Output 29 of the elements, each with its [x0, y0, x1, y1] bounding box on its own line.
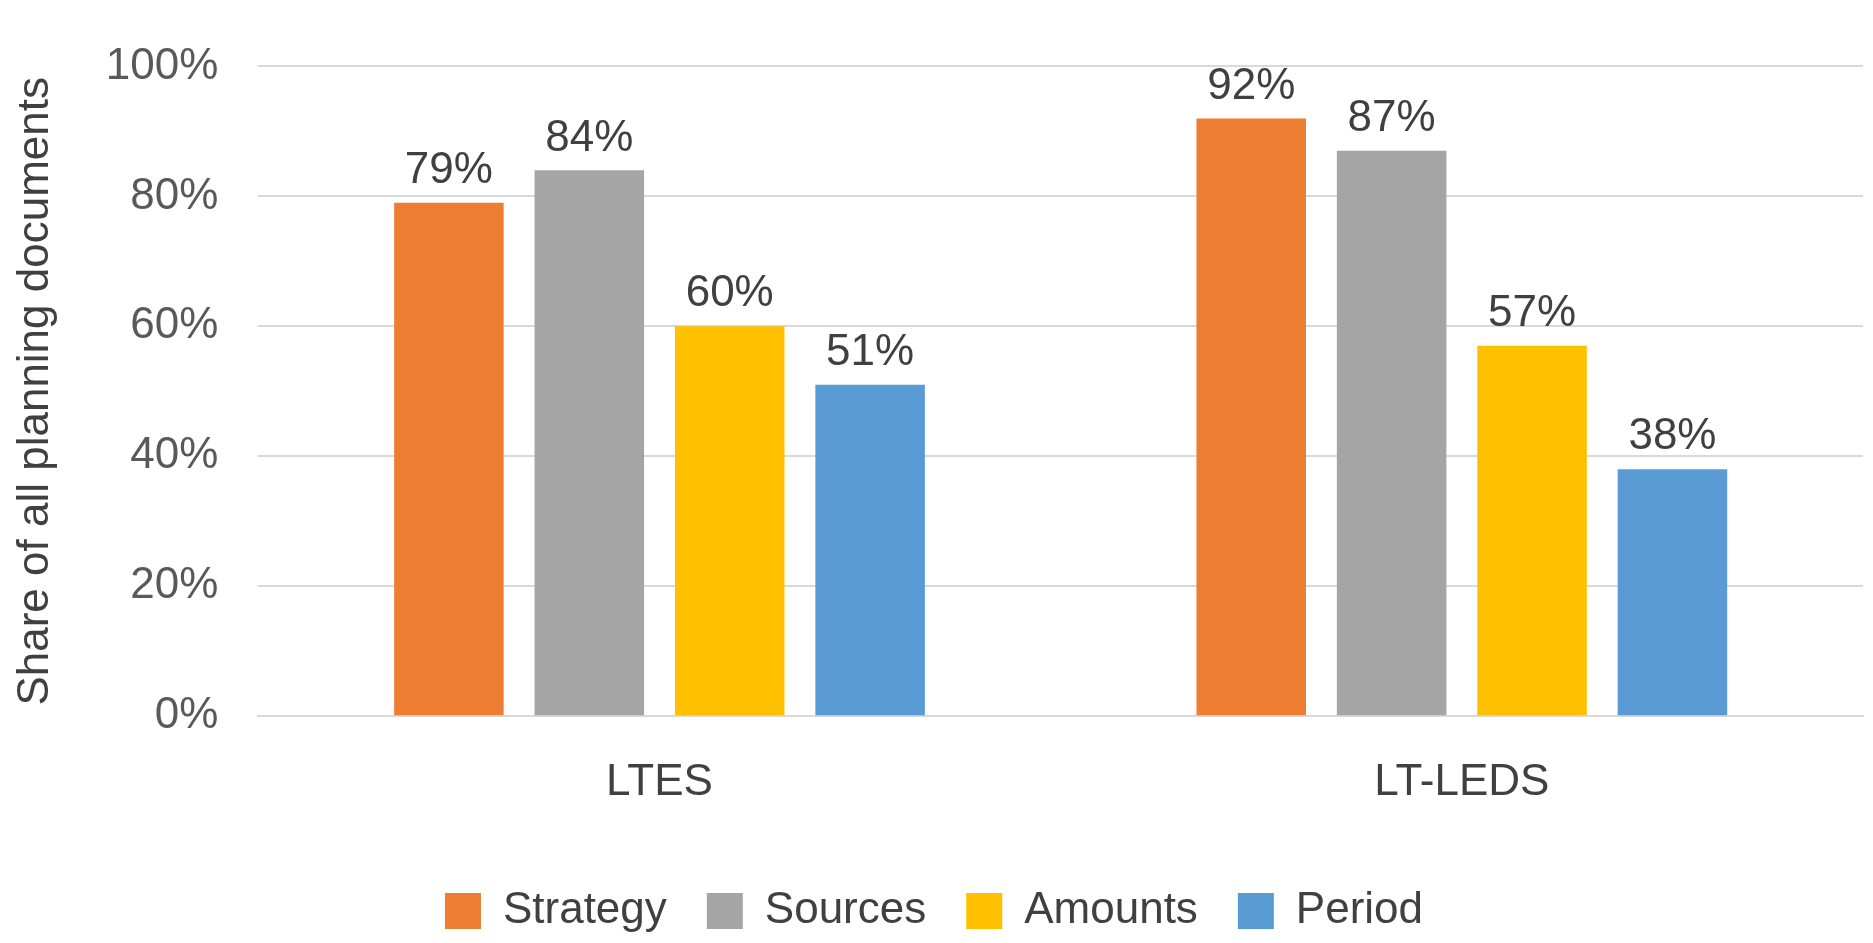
bar	[1477, 345, 1587, 716]
data-label: 92%	[1207, 58, 1296, 108]
data-label: 60%	[685, 266, 774, 316]
bar	[394, 202, 504, 716]
bar	[1196, 118, 1306, 716]
data-label: 87%	[1347, 91, 1436, 141]
x-tick-label: LTES	[606, 754, 713, 804]
y-tick-label: 0%	[154, 688, 219, 738]
y-tick-label: 40%	[130, 428, 219, 478]
bar	[534, 170, 645, 716]
bar	[1617, 469, 1728, 716]
x-tick-label: LT-LEDS	[1374, 754, 1550, 804]
y-tick-label: 20%	[130, 558, 219, 608]
legend-label: Sources	[764, 883, 927, 933]
y-tick-label: 80%	[130, 168, 219, 218]
bar	[674, 326, 785, 716]
legend-label: Period	[1295, 883, 1424, 933]
data-label: 51%	[826, 324, 915, 374]
legend-label: Strategy	[502, 883, 667, 933]
legend-label: Amounts	[1024, 883, 1198, 933]
bar	[815, 384, 925, 716]
y-tick-label: 100%	[105, 38, 219, 88]
bar	[1336, 150, 1447, 716]
data-label: 79%	[404, 143, 493, 192]
data-label: 84%	[545, 110, 634, 160]
data-label: 57%	[1488, 285, 1577, 335]
data-label: 38%	[1628, 409, 1717, 459]
y-tick-label: 60%	[130, 298, 219, 348]
y-axis-title: Share of all planning documents	[7, 76, 57, 706]
